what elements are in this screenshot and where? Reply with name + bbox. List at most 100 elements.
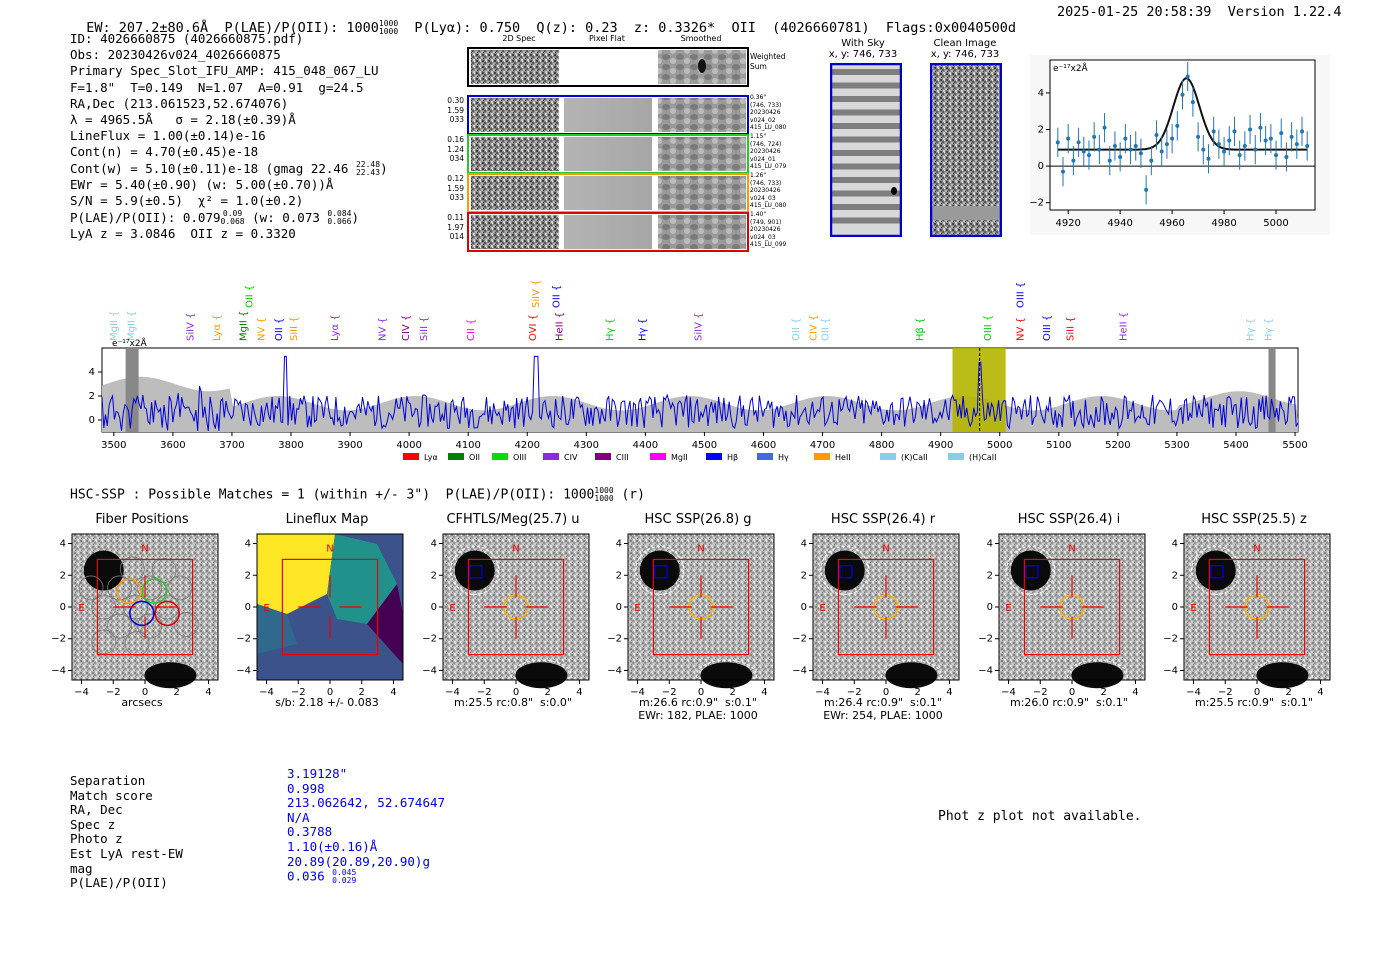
- zoom-point: [1227, 138, 1232, 143]
- full-spectrum-plot: MgII {MgII {SiIV {Lyα {MgII {NV {OII {Si…: [89, 280, 1308, 462]
- sky-stripe: [832, 217, 900, 224]
- panel-xtick-label: 4: [1317, 687, 1323, 698]
- match-label: RA, Dec: [70, 802, 123, 818]
- image-panel-caption: arcsecs: [121, 696, 163, 709]
- east-label: E: [819, 603, 825, 614]
- row-2d-spec: [471, 137, 559, 171]
- north-label: N: [1068, 543, 1075, 554]
- fiber-circle: [91, 629, 117, 655]
- match-label: Photo z: [70, 831, 123, 847]
- panel-ytick-label: 2: [987, 570, 993, 581]
- full-ytick-label: 0: [89, 415, 95, 426]
- line-id-label-top: SiIV {: [531, 280, 542, 308]
- legend-swatch: [492, 453, 508, 460]
- search-box: [281, 558, 379, 656]
- image-panel-title: HSC SSP(26.8) g: [644, 512, 752, 527]
- legend-swatch: [706, 453, 722, 460]
- match-labels: Separation Match score RA, Dec Spec z Photo …: [70, 773, 183, 891]
- fiber-circle: [167, 575, 193, 601]
- image-panel-plot: N E −4 −4 −2 −2 0 0 2 2 4 4: [237, 533, 404, 698]
- sky-stripe: [832, 123, 900, 129]
- line-id-label-top: OII {: [245, 285, 256, 308]
- panel-xtick-label: 2: [730, 687, 736, 698]
- sky-stripe: [832, 163, 900, 170]
- match-label: Separation: [70, 773, 146, 788]
- sky-stripe: [832, 109, 900, 116]
- panel-xtick-label: 0: [1254, 687, 1260, 698]
- row-right-label: 0.36" (746, 733) 20230426 v024_02 415_LU…: [750, 94, 787, 131]
- legend-label: OIII: [513, 453, 526, 462]
- line-id-label: MgII {: [239, 311, 250, 341]
- zoom-point: [1175, 123, 1180, 128]
- row-left-label: 0.30 1.59 033: [447, 96, 464, 124]
- zoom-ytick-label: −2: [1030, 198, 1044, 209]
- zoom-point: [1086, 153, 1091, 158]
- zoom-ylabel: e⁻¹⁷x2Å: [1053, 62, 1089, 74]
- panel-ytick-label: 2: [1172, 570, 1178, 581]
- row-2d-spec: [471, 98, 559, 132]
- image-panel-caption: s/b: 2.18 +/- 0.083: [275, 696, 379, 709]
- match-value: 0.036 0.045 0.029: [287, 868, 357, 886]
- panel-xtick-label: −4: [74, 687, 89, 698]
- east-label: E: [78, 603, 84, 614]
- line-id-label: OIII {: [983, 315, 994, 341]
- match-value: 20.89(20.89,20.90)g: [287, 853, 430, 869]
- row-right-label: 1.40" (749, 901) 20230426 v024_03 415_LU…: [750, 211, 787, 248]
- match-value: N/A: [287, 809, 310, 825]
- panel-ytick-label: −4: [1164, 665, 1178, 676]
- zoom-point: [1300, 129, 1305, 134]
- legend-label: Hγ: [778, 453, 789, 462]
- legend-label: CIV: [564, 453, 578, 462]
- zoom-point: [1097, 147, 1102, 152]
- fiber-circle: [107, 575, 133, 601]
- zoom-point: [1294, 142, 1299, 147]
- east-label: E: [634, 603, 640, 614]
- match-label: Est LyA rest-EW: [70, 845, 183, 861]
- hsc-title: HSC-SSP : Possible Matches = 1 (within +…: [70, 486, 645, 503]
- zoom-point: [1279, 131, 1284, 136]
- zoom-point: [1185, 74, 1190, 79]
- full-xtick-label: 4300: [574, 440, 599, 451]
- image-panel-title: HSC SSP(25.5) z: [1201, 512, 1307, 527]
- fiber-circle: [137, 613, 163, 639]
- row-left-label: 0.16 1.24 034: [447, 135, 464, 163]
- full-xtick-label: 4700: [810, 440, 835, 451]
- row-pixel-flat: [564, 215, 652, 249]
- header-flags: Flags:0x0040500d: [885, 20, 1016, 36]
- east-label: E: [1190, 603, 1196, 614]
- row-pixel-flat: [564, 98, 652, 132]
- row-pixel-flat: [564, 176, 652, 210]
- panel-ytick-label: 0: [616, 602, 622, 613]
- line-id-label: OVI {: [528, 314, 539, 341]
- zoom-point: [1076, 140, 1081, 145]
- image-panel-caption: m:26.6 rc:0.9" s:0.1" EWr: 182, PLAE: 10…: [638, 696, 758, 722]
- panel-ytick-label: −2: [52, 634, 66, 645]
- info-lyaz: LyA z = 3.0846 OII z = 0.3320: [70, 226, 296, 242]
- header-bar: EW: 207.2±80.6Å P(LAE)/P(OII): 1000 1000 1…: [70, 4, 1016, 37]
- with-sky-image: [830, 63, 902, 237]
- catalog-aperture: [635, 546, 685, 595]
- fiber-highlight: [141, 578, 168, 604]
- line-id-label: Hβ {: [915, 318, 926, 341]
- search-box: [467, 558, 565, 656]
- sky-stripe: [832, 190, 900, 197]
- info-obs: Obs: 20230426v024_4026660875: [70, 47, 281, 63]
- full-xtick-label: 5100: [1046, 440, 1071, 451]
- line-id-label-top: OIII {: [1015, 282, 1026, 308]
- legend-swatch: [757, 453, 773, 460]
- catalog-aperture: [695, 659, 757, 691]
- match-box: [1025, 564, 1039, 579]
- image-panel-title: Fiber Positions: [95, 512, 189, 527]
- panel-xtick-label: 2: [174, 687, 180, 698]
- full-xtick-label: 5000: [987, 440, 1012, 451]
- bright-source: [144, 662, 197, 689]
- zoom-point: [1055, 140, 1060, 145]
- full-ytick-label: 2: [89, 391, 95, 402]
- zoom-point: [1196, 134, 1201, 139]
- panel-ytick-label: 2: [801, 570, 807, 581]
- clean-image: [930, 63, 1002, 237]
- zoom-spectrum-plot: 4920 4940 4960 4980 5000 4 2 0 −2 e⁻¹⁷x2Å: [1030, 55, 1330, 235]
- image-panel: Fiber Positions N E −4 −4 −2 −2 0 0 2 2 4 4 arcsecs: [52, 512, 232, 732]
- catalog-aperture: [880, 659, 942, 691]
- legend-swatch: [948, 453, 964, 460]
